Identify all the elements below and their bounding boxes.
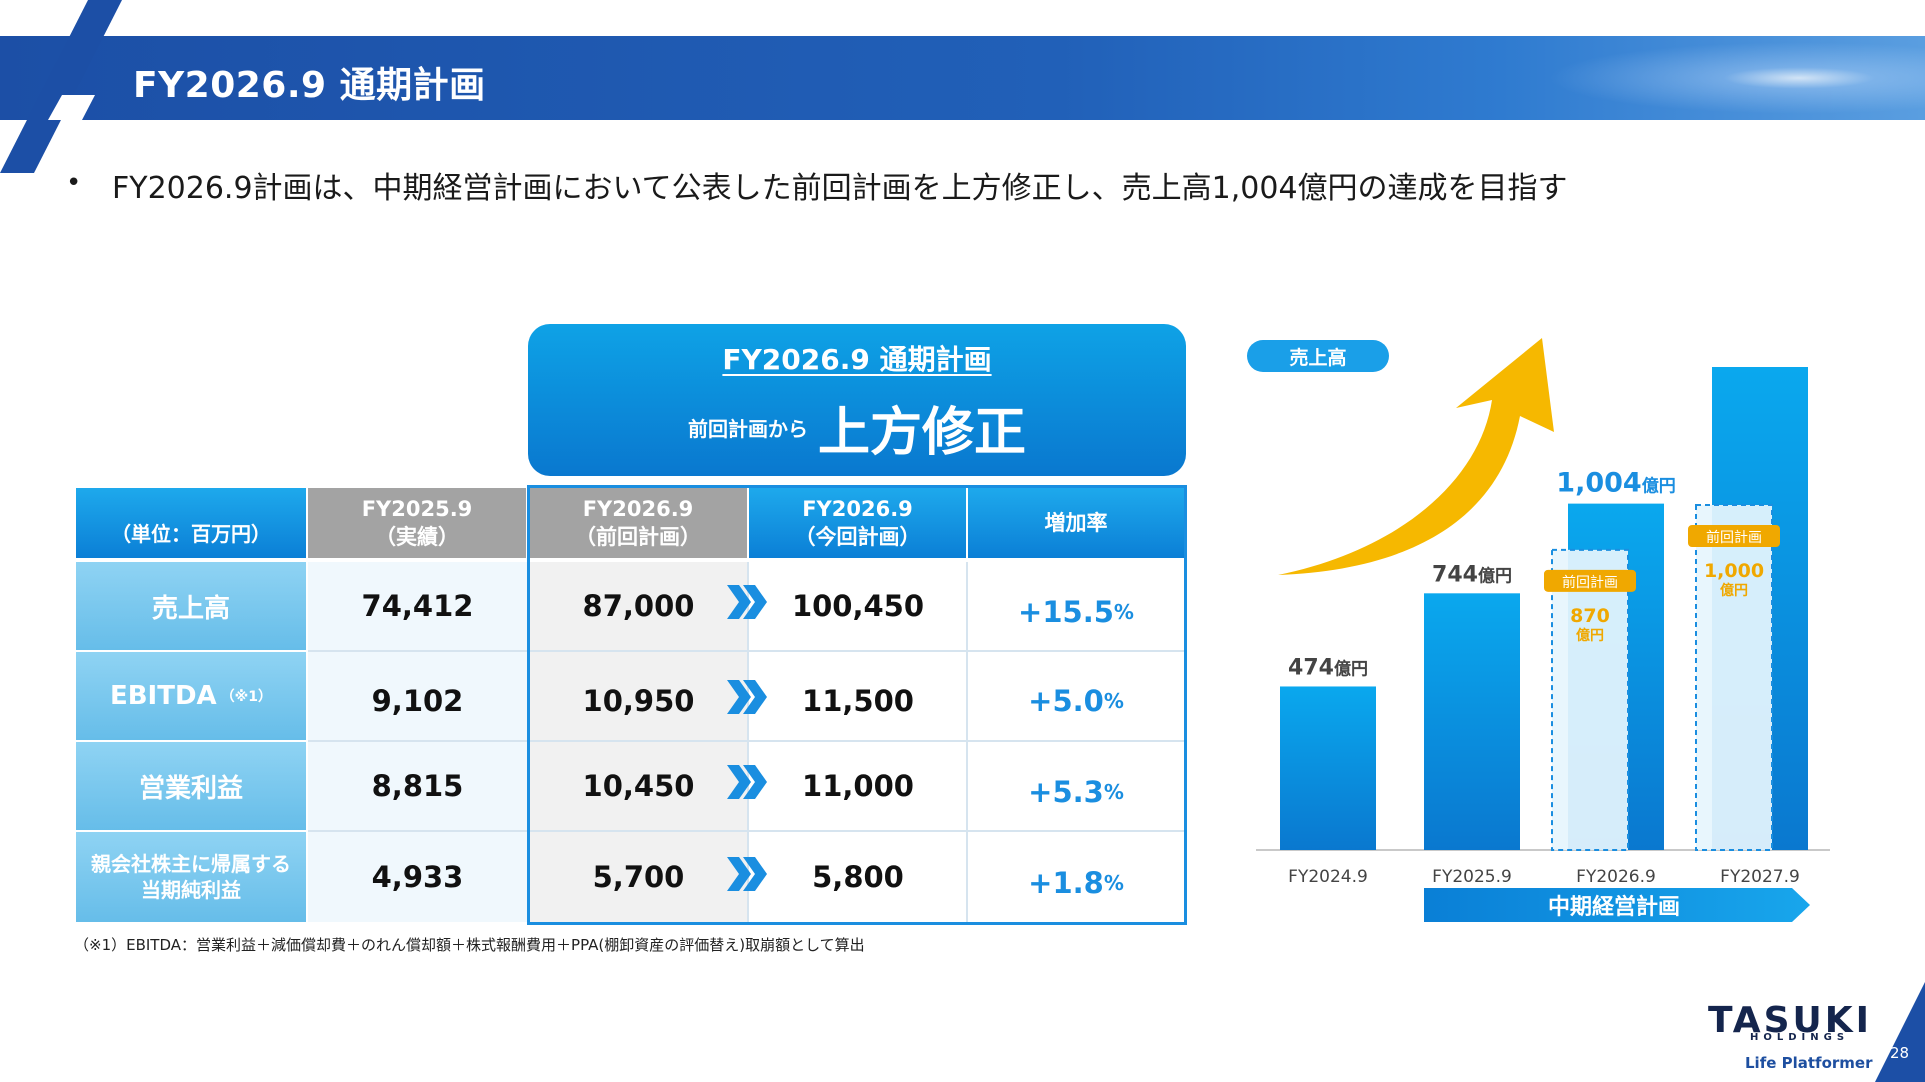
company-tagline: Life Platformer [1745, 1054, 1873, 1072]
prev-plan-unit: 億円 [1576, 627, 1604, 644]
rate-value: +5.3 [1028, 775, 1104, 809]
operating-profit-growth-rate: +5.3% [968, 742, 1184, 830]
bullet-dot: • [66, 168, 82, 198]
table-unit-header: （単位：百万円） [76, 488, 306, 558]
header-growth-rate: 増加率 [968, 488, 1184, 558]
row-label-note: （※1） [220, 689, 273, 705]
highlight-sub-big: 上方修正 [817, 403, 1026, 463]
double-chevron-icon [727, 765, 767, 799]
row-label-net-income: 親会社株主に帰属する 当期純利益 [76, 832, 306, 922]
net-income-curr-plan: 5,800 [749, 832, 967, 922]
header-line1: FY2026.9 [802, 497, 913, 521]
x-tick-label: FY2027.9 [1720, 867, 1800, 887]
summary-bullet: FY2026.9計画は、中期経営計画において公表した前回計画を上方修正し、売上高… [112, 171, 1568, 206]
header-line1: 増加率 [1044, 511, 1108, 535]
x-tick-label: FY2024.9 [1288, 867, 1368, 887]
header-fy2026-curr-plan: FY2026.9 （今回計画） [749, 488, 966, 558]
prev-plan-tag-label: 前回計画 [1706, 529, 1762, 546]
chart-series-pill: 売上高 [1247, 340, 1389, 372]
ebitda-growth-rate: +5.0% [968, 652, 1184, 740]
growth-arrow-icon [1278, 338, 1554, 575]
midterm-plan-label: 中期経営計画 [1547, 895, 1680, 920]
operating-profit-actual: 8,815 [308, 742, 527, 830]
bar-value-label: 1,004億円 [1556, 468, 1675, 499]
row-label-sales: 売上高 [76, 562, 306, 650]
double-chevron-icon [727, 680, 767, 714]
header-line1: FY2025.9 [361, 497, 473, 521]
sales-growth-rate: +15.5% [968, 562, 1184, 650]
rate-value: +15.5 [1018, 595, 1114, 629]
logo-mark-icon [0, 0, 122, 173]
row-label-ebitda: EBITDA （※1） [76, 652, 306, 740]
header-line1: FY2026.9 [582, 497, 694, 521]
header-fy2025-actual: FY2025.9 （実績） [308, 488, 526, 558]
prev-plan-bar [1695, 504, 1773, 851]
footnote: （※1）EBITDA：営業利益＋減価償却費＋のれん償却額＋株式報酬費用＋PPA(… [74, 936, 865, 954]
operating-profit-curr-plan: 11,000 [749, 742, 967, 830]
prev-plan-unit: 億円 [1720, 582, 1748, 599]
highlight-title: FY2026.9 通期計画 [722, 343, 992, 376]
prev-plan-bar [1551, 548, 1629, 851]
plan-columns-frame [527, 485, 1187, 925]
bar-FY2024.9 [1280, 686, 1376, 850]
highlight-subtitle: 前回計画から 上方修正 [528, 390, 1186, 465]
bar-FY2025.9 [1424, 593, 1520, 850]
corner-decoration [1875, 982, 1925, 1082]
prev-plan-tag-label: 前回計画 [1562, 574, 1618, 591]
table-divider [966, 562, 968, 922]
x-tick-label: FY2026.9 [1576, 867, 1656, 887]
net-income-actual: 4,933 [308, 832, 527, 922]
table-divider [747, 562, 749, 922]
row-label-line1: 親会社株主に帰属する [91, 852, 291, 876]
sales-actual: 74,412 [308, 562, 527, 650]
sales-prev-plan: 87,000 [529, 562, 748, 650]
net-income-prev-plan: 5,700 [529, 832, 748, 922]
prev-plan-value: 1,000 [1704, 560, 1764, 582]
page-title: FY2026.9 通期計画 [133, 65, 486, 106]
prev-plan-value: 870 [1570, 605, 1610, 627]
page-number: 28 [1890, 1044, 1910, 1062]
rate-percent: % [1103, 871, 1124, 895]
x-tick-label: FY2025.9 [1432, 867, 1512, 887]
company-logo-holdings: HOLDINGS [1750, 1032, 1850, 1043]
operating-profit-prev-plan: 10,450 [529, 742, 748, 830]
bar-value-label: 744億円 [1432, 562, 1512, 587]
rate-percent: % [1103, 689, 1124, 713]
sales-curr-plan: 100,450 [749, 562, 967, 650]
header-band [0, 36, 1925, 120]
row-label-text: EBITDA [109, 681, 217, 711]
ebitda-curr-plan: 11,500 [749, 652, 967, 740]
company-logo: TASUKI [1708, 1000, 1873, 1041]
sales-bar-chart: FY2024.9 474億円 FY2025.9 744億円 FY2026.9 1,004億… [1256, 338, 1830, 887]
unit-label: （単位：百万円） [111, 522, 271, 546]
ebitda-prev-plan: 10,950 [529, 652, 748, 740]
header-line2: （実績） [375, 525, 459, 549]
net-income-growth-rate: +1.8% [968, 832, 1184, 922]
ebitda-actual: 9,102 [308, 652, 527, 740]
prev-plan-tag [1544, 569, 1636, 592]
rate-value: +5.0 [1028, 684, 1104, 718]
rate-value: +1.8 [1028, 866, 1104, 900]
midterm-plan-banner [1424, 888, 1810, 922]
table-divider [308, 830, 1184, 832]
header-line2: （前回計画） [575, 525, 701, 549]
header-fy2026-prev-plan: FY2026.9 （前回計画） [529, 488, 747, 558]
table-divider [308, 650, 1184, 652]
rate-percent: % [1103, 780, 1124, 804]
prev-plan-tag [1688, 525, 1780, 547]
double-chevron-icon [727, 585, 767, 619]
plan-highlight-box: FY2026.9 通期計画 前回計画から 上方修正 [528, 324, 1186, 476]
rate-percent: % [1113, 600, 1134, 624]
header-line2: （今回計画） [794, 525, 921, 549]
bar-value-label: 474億円 [1288, 655, 1368, 680]
header-glow-decoration [1505, 36, 1925, 120]
row-label-operating-profit: 営業利益 [76, 742, 306, 830]
highlight-sub-small: 前回計画から [687, 417, 808, 441]
table-divider [308, 740, 1184, 742]
row-label-line2: 当期純利益 [141, 878, 241, 902]
double-chevron-icon [727, 857, 767, 891]
